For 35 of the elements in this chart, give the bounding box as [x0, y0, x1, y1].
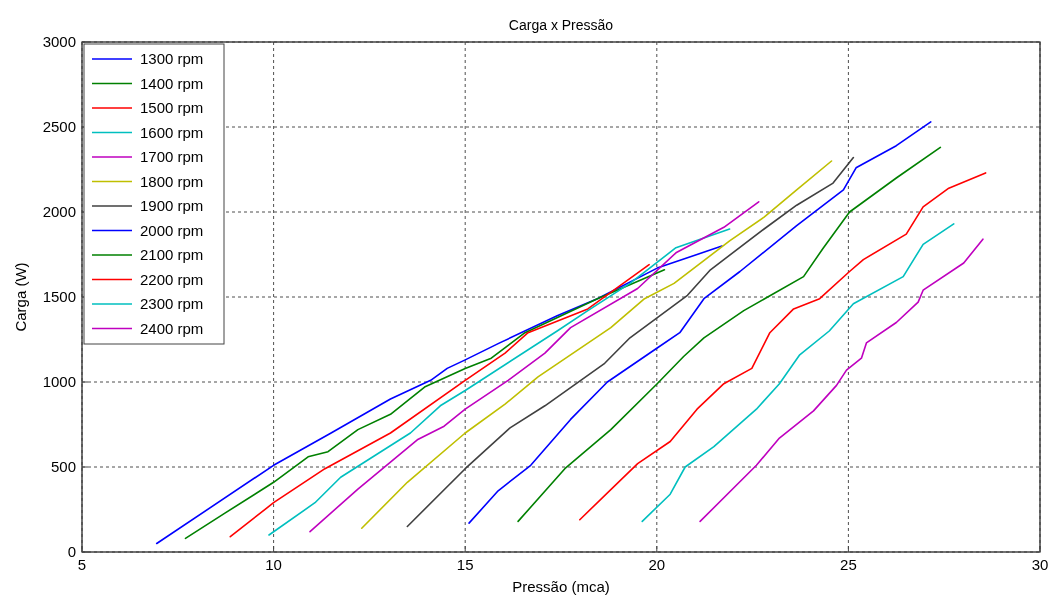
y-tick-label: 1500 — [42, 288, 76, 305]
legend-label: 1500 rpm — [140, 99, 204, 116]
x-axis-title: Pressão (mca) — [512, 578, 610, 595]
x-tick-label: 5 — [77, 556, 87, 573]
legend-label: 2000 rpm — [140, 221, 204, 239]
y-tick-label: 2000 — [42, 203, 76, 220]
x-tick-label: 10 — [265, 556, 282, 573]
line-series — [268, 228, 731, 536]
legend-label: 1800 rpm — [140, 172, 204, 190]
y-tick-label: 500 — [50, 458, 76, 475]
legend-label: 2200 rpm — [140, 270, 204, 288]
y-tick-label: 1000 — [42, 373, 76, 390]
x-tick-label: 20 — [648, 556, 666, 573]
legend-label: 1600 rpm — [140, 123, 204, 141]
legend-label: 2100 rpm — [140, 246, 204, 263]
x-tick-label: 25 — [840, 556, 857, 573]
legend-label: 1300 rpm — [140, 50, 204, 67]
legend-label: 2300 rpm — [140, 295, 204, 312]
line-series — [641, 223, 955, 523]
y-tick-label: 3000 — [42, 33, 76, 50]
chart-title: Carga x Pressão — [508, 17, 614, 33]
legend-label: 2400 rpm — [140, 319, 204, 337]
line-series — [517, 146, 942, 523]
x-tick-label: 15 — [456, 556, 474, 573]
legend-label: 1400 rpm — [140, 74, 204, 92]
line-series — [699, 238, 984, 523]
y-tick-label: 0 — [67, 543, 76, 560]
legend-label: 1900 rpm — [140, 197, 204, 214]
legend-label: 1700 rpm — [140, 148, 204, 165]
line-series — [578, 172, 987, 521]
line-series — [468, 121, 932, 524]
x-tick-label: 30 — [1031, 556, 1049, 573]
y-axis-title: Carga (W) — [12, 262, 29, 332]
line-series — [309, 201, 760, 533]
y-tick-label: 2500 — [42, 118, 76, 135]
